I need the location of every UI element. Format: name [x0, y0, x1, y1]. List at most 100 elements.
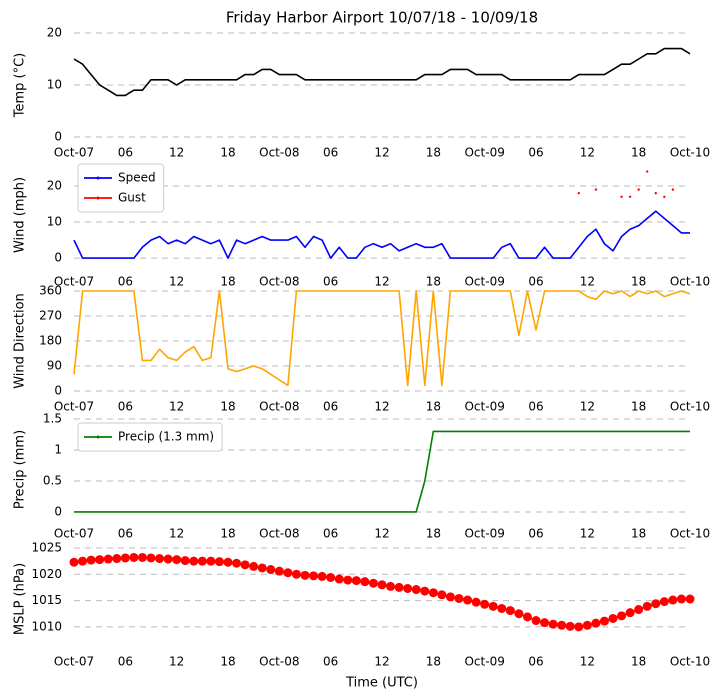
data-point [582, 620, 592, 630]
data-point [266, 565, 276, 575]
legend-box [77, 422, 223, 452]
data-line [73, 556, 690, 628]
data-point [480, 599, 490, 609]
x-tick-label: 18 [220, 527, 235, 541]
legend-marker [96, 196, 100, 200]
y-tick-label: 180 [39, 334, 62, 348]
x-tick-label: Oct-08 [259, 146, 299, 160]
data-point [437, 590, 447, 600]
data-point [471, 597, 481, 607]
x-tick-label: Oct-09 [464, 655, 504, 669]
x-tick-label: 18 [426, 400, 441, 414]
data-point [594, 188, 598, 191]
y-tick-label: 10 [47, 215, 62, 229]
x-tick-label: 06 [528, 400, 543, 414]
x-tick-label: 18 [426, 146, 441, 160]
y-tick-label: 20 [47, 26, 62, 40]
y-tick-label: 1.5 [43, 412, 62, 426]
x-tick-label: 06 [323, 146, 338, 160]
x-tick-label: 12 [169, 400, 184, 414]
y-tick-label: 1015 [31, 593, 62, 607]
x-tick-label: 18 [426, 655, 441, 669]
data-line [74, 430, 690, 513]
y-tick-label: 1 [54, 442, 62, 456]
x-tick-label: 12 [169, 146, 184, 160]
data-point [172, 555, 182, 565]
data-point [326, 572, 336, 582]
data-point [334, 574, 344, 584]
data-point [628, 195, 632, 198]
x-tick-label: 12 [374, 527, 389, 541]
data-line [73, 290, 691, 387]
x-tick-label: 06 [118, 400, 133, 414]
x-tick-label: 06 [323, 527, 338, 541]
data-point [642, 601, 652, 611]
x-tick-label: Oct-10 [670, 655, 710, 669]
x-tick-label: 12 [169, 275, 184, 289]
x-tick-label: 06 [528, 527, 543, 541]
x-tick-label: 12 [580, 400, 595, 414]
x-tick-label: 06 [118, 655, 133, 669]
x-tick-label: Oct-07 [54, 655, 94, 669]
x-tick-label: 06 [323, 655, 338, 669]
x-tick-label: 12 [580, 275, 595, 289]
x-tick-label: 18 [220, 400, 235, 414]
x-tick-label: Oct-10 [670, 527, 710, 541]
y-axis-label: Temp (°C) [13, 53, 28, 119]
data-point [309, 571, 319, 581]
data-point [214, 557, 224, 567]
data-point [634, 605, 644, 615]
x-tick-label: 18 [631, 275, 646, 289]
data-point [120, 553, 130, 563]
data-point [497, 603, 507, 613]
data-point [394, 582, 404, 592]
legend-marker [96, 435, 100, 439]
data-point [557, 620, 567, 630]
x-tick-label: 12 [374, 400, 389, 414]
data-point [386, 581, 396, 591]
x-tick-label: 18 [631, 400, 646, 414]
y-axis-label: MSLP (hPa) [13, 563, 28, 635]
data-point [505, 606, 515, 616]
data-point [599, 616, 609, 626]
data-point [445, 592, 455, 602]
x-tick-label: 06 [323, 400, 338, 414]
data-point [112, 554, 122, 564]
data-point [454, 593, 464, 603]
data-point [659, 597, 669, 607]
data-point [274, 566, 284, 576]
y-tick-label: 10 [47, 78, 62, 92]
data-point [591, 618, 601, 628]
x-tick-label: 18 [220, 146, 235, 160]
y-tick-label: 1025 [31, 541, 62, 555]
y-tick-label: 90 [47, 359, 62, 373]
data-point [86, 555, 96, 565]
data-point [300, 570, 310, 580]
x-tick-label: 18 [220, 655, 235, 669]
data-point [625, 608, 635, 618]
x-tick-label: Oct-07 [54, 527, 94, 541]
x-tick-label: 12 [374, 275, 389, 289]
data-point [620, 195, 623, 198]
legend-label: Precip (1.3 mm) [118, 430, 214, 444]
data-point [654, 191, 657, 195]
legend: Speed Gust [77, 163, 165, 213]
x-tick-label: Oct-07 [54, 275, 94, 289]
data-point [488, 601, 498, 611]
y-tick-label: 0 [54, 251, 62, 265]
data-point [514, 609, 524, 619]
x-tick-label: 06 [118, 275, 133, 289]
x-tick-label: 12 [580, 655, 595, 669]
x-tick-label: 18 [631, 146, 646, 160]
y-tick-label: 1010 [31, 619, 62, 633]
data-point [531, 616, 541, 626]
x-tick-label: Oct-09 [464, 275, 504, 289]
x-tick-label: 06 [118, 146, 133, 160]
legend-label: Gust [118, 191, 146, 205]
data-point [197, 556, 207, 566]
data-point [608, 613, 618, 623]
data-point [78, 556, 88, 566]
data-point [574, 622, 584, 632]
y-tick-label: 270 [39, 309, 62, 323]
x-tick-label: Oct-10 [670, 146, 710, 160]
